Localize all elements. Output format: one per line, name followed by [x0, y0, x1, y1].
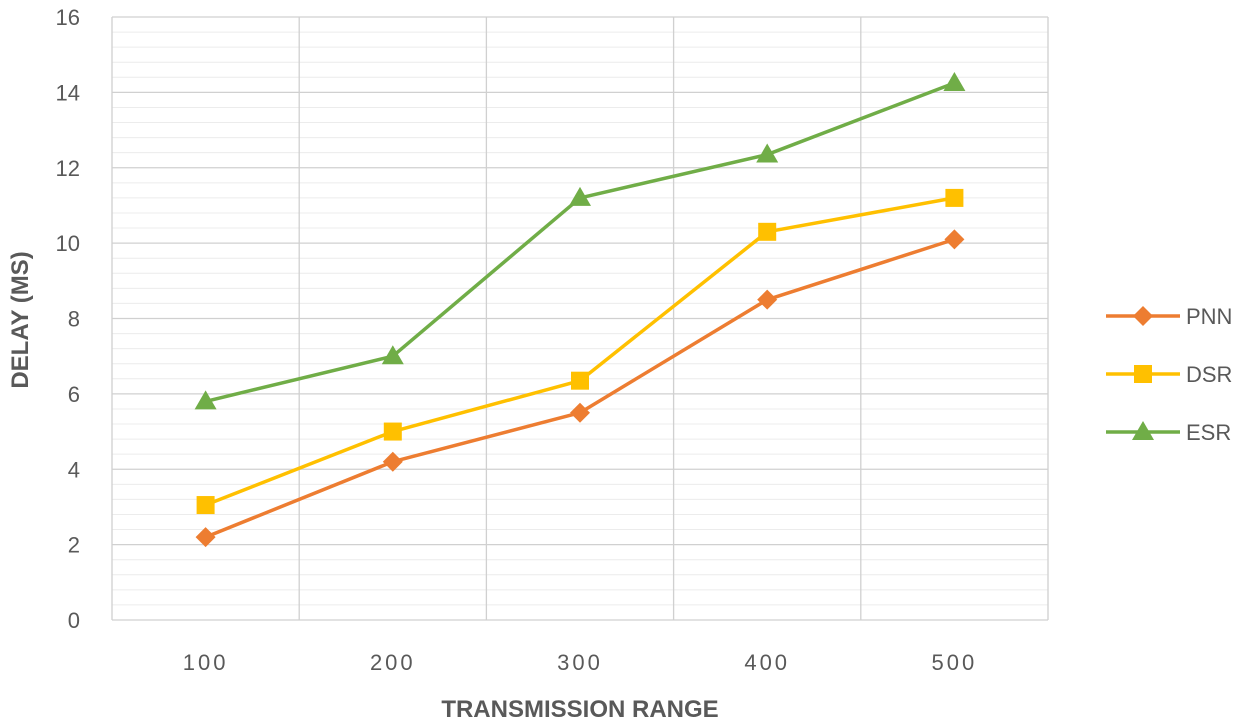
legend-item-esr: ESR — [1106, 420, 1231, 445]
series-esr — [194, 71, 966, 410]
x-axis-ticks: 100 200 300 400 500 — [183, 650, 978, 675]
series-dsr — [196, 188, 964, 515]
legend-label: PNN — [1186, 304, 1232, 329]
y-axis-title: DELAY (MS) — [7, 251, 34, 388]
legend-marker — [1132, 421, 1154, 440]
data-point-dsr — [196, 496, 215, 515]
series-line-dsr — [204, 196, 955, 507]
series-pnn — [195, 229, 965, 548]
data-point-dsr — [945, 188, 964, 207]
x-tick-label: 100 — [183, 650, 229, 675]
series-line-esr — [205, 81, 956, 404]
data-point-dsr — [571, 371, 589, 390]
y-tick-label: 14 — [56, 80, 80, 105]
x-tick-label: 400 — [744, 650, 790, 675]
data-point-esr — [569, 186, 591, 206]
data-point-esr — [756, 143, 779, 163]
legend-marker — [1133, 306, 1153, 326]
y-tick-label: 12 — [56, 156, 80, 181]
data-point-dsr — [758, 222, 777, 241]
y-tick-label: 10 — [56, 231, 80, 256]
y-axis-ticks: 0 2 4 6 8 10 12 14 16 — [56, 5, 80, 633]
y-tick-label: 8 — [68, 307, 80, 332]
x-axis-title: TRANSMISSION RANGE — [441, 696, 718, 723]
data-point-pnn — [570, 402, 590, 423]
data-point-esr — [194, 390, 217, 410]
series-layer — [194, 71, 966, 548]
legend-marker — [1134, 365, 1152, 383]
data-point-pnn — [944, 229, 965, 250]
y-tick-label: 0 — [68, 608, 80, 633]
y-tick-label: 2 — [68, 533, 80, 558]
data-point-pnn — [382, 451, 403, 472]
data-point-pnn — [195, 527, 216, 548]
y-tick-label: 4 — [68, 457, 80, 482]
data-point-dsr — [383, 422, 402, 441]
x-tick-label: 200 — [370, 650, 416, 675]
data-point-esr — [943, 71, 966, 91]
major-gridlines — [111, 16, 1049, 621]
data-point-esr — [381, 345, 404, 365]
x-tick-label: 500 — [932, 650, 978, 675]
legend-label: ESR — [1186, 420, 1231, 445]
x-tick-label: 300 — [557, 650, 603, 675]
legend-label: DSR — [1186, 362, 1232, 387]
y-tick-label: 16 — [56, 5, 80, 30]
data-point-pnn — [757, 289, 778, 310]
legend: PNN DSR ESR — [1106, 304, 1232, 445]
legend-item-pnn: PNN — [1106, 304, 1232, 329]
y-tick-label: 6 — [68, 382, 80, 407]
legend-item-dsr: DSR — [1106, 362, 1232, 387]
